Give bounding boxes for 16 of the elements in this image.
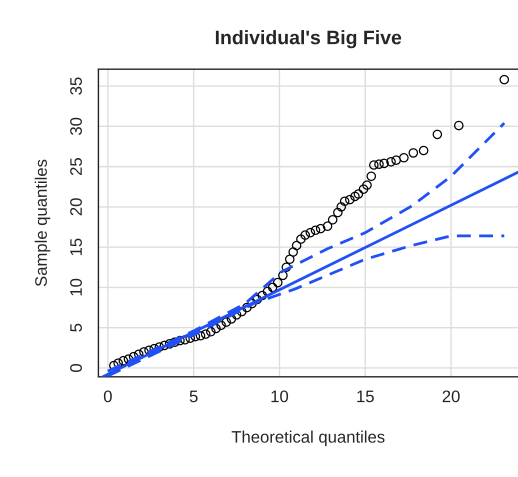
y-tick-label: 15 bbox=[70, 238, 82, 256]
x-tick-label: 15 bbox=[357, 390, 374, 402]
y-axis-title: Sample quantiles bbox=[34, 160, 50, 286]
x-tick-label: 0 bbox=[104, 390, 112, 402]
y-tick-label: 30 bbox=[70, 118, 82, 135]
x-axis-title: Theoretical quantiles bbox=[232, 430, 385, 446]
x-tick-label: 5 bbox=[190, 390, 198, 402]
y-tick-label: 20 bbox=[70, 198, 82, 216]
y-tick-label: 25 bbox=[70, 158, 82, 176]
y-tick-label: 35 bbox=[70, 78, 82, 95]
chart-title: Individual's Big Five bbox=[216, 30, 402, 48]
x-tick-label: 20 bbox=[442, 390, 460, 402]
y-tick-label: 5 bbox=[70, 324, 82, 332]
y-tick-label: 0 bbox=[70, 364, 82, 372]
y-tick-label: 10 bbox=[70, 278, 82, 296]
x-tick-label: 10 bbox=[271, 390, 288, 402]
